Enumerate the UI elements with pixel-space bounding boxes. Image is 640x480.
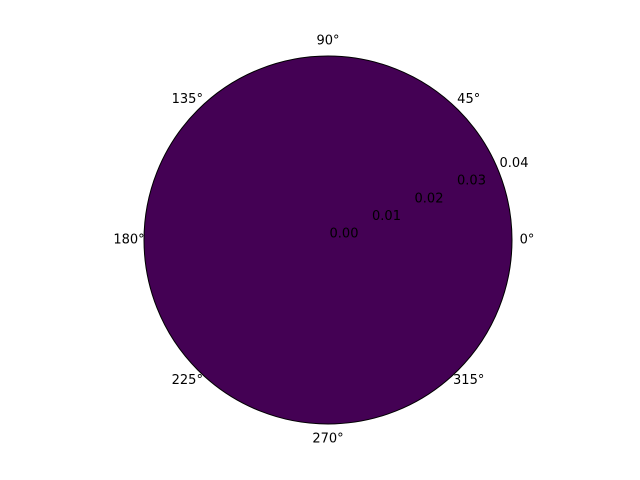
radial-tick-label: 0.01 (372, 209, 401, 224)
radial-tick-label: 0.00 (330, 227, 359, 242)
theta-tick-label: 90° (316, 34, 339, 49)
radial-tick-label: 0.03 (457, 174, 486, 189)
radial-tick-labels: 0.00 0.01 0.02 0.03 0.04 (330, 156, 529, 241)
radial-tick-label: 0.04 (500, 156, 529, 171)
theta-tick-label: 270° (312, 432, 343, 447)
theta-tick-label: 180° (113, 233, 144, 248)
theta-tick-label: 315° (453, 373, 484, 388)
theta-tick-labels: 0° 45° 90° 135° 180° 225° 270° 315° (113, 34, 534, 447)
polar-heatmap-fill (143, 55, 513, 425)
theta-tick-label: 135° (172, 92, 203, 107)
theta-tick-label: 225° (172, 373, 203, 388)
radial-tick-label: 0.02 (415, 191, 444, 206)
theta-tick-label: 0° (520, 233, 535, 248)
theta-tick-label: 45° (457, 92, 480, 107)
